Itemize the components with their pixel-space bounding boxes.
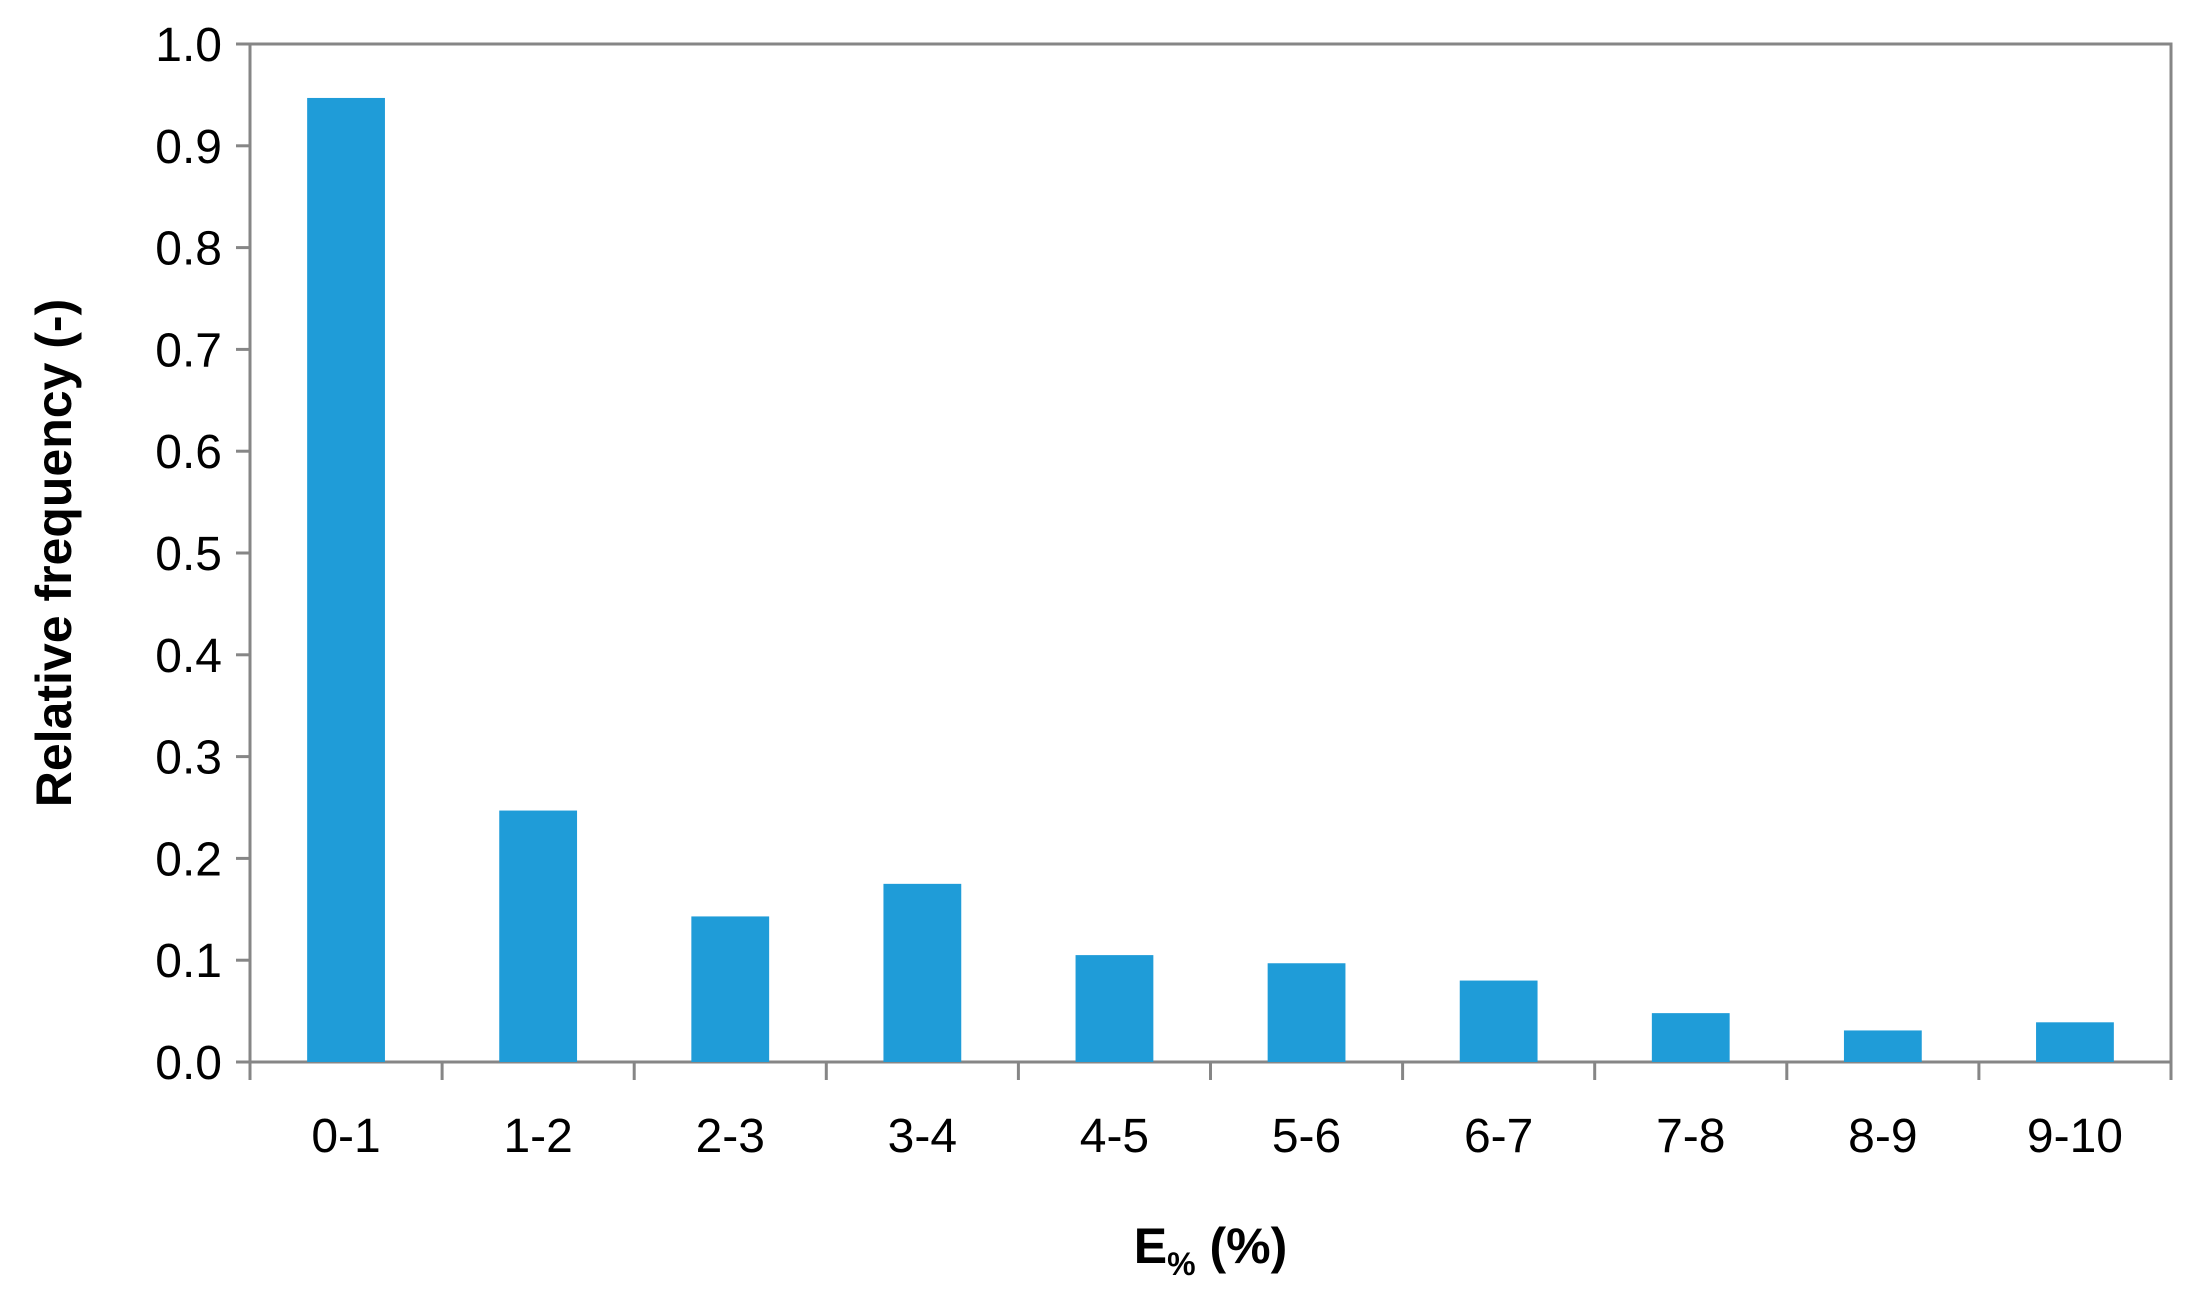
x-tick-label: 6-7 xyxy=(1464,1110,1533,1163)
x-axis-title-unit: (%) xyxy=(1196,1218,1288,1274)
bar-6-7 xyxy=(1459,980,1538,1062)
bar-0-1 xyxy=(307,97,385,1063)
y-tick-label: 0.8 xyxy=(155,223,222,276)
bar-8-9 xyxy=(1843,1030,1922,1062)
x-axis-tick-labels: 0-1 1-2 2-3 3-4 4-5 5-6 6-7 7-8 8-9 9-10 xyxy=(311,1110,2123,1163)
x-tick-label: 2-3 xyxy=(696,1110,765,1163)
y-tick-label: 0.3 xyxy=(155,732,222,785)
y-axis-tick-labels: 0.0 0.1 0.2 0.3 0.4 0.5 0.6 0.7 0.8 0.9 1.0 xyxy=(155,19,222,1090)
y-tick-label: 0.9 xyxy=(155,121,222,174)
x-axis-title-subscript: % xyxy=(1167,1246,1195,1282)
y-tick-label: 0.1 xyxy=(155,935,222,988)
x-tick-label: 7-8 xyxy=(1656,1110,1725,1163)
y-axis-title: Relative frequency (-) xyxy=(26,299,82,807)
bar-1-2 xyxy=(499,810,578,1062)
bar-9-10 xyxy=(2036,1022,2114,1062)
x-axis-title: E% (%) xyxy=(1134,1218,1287,1282)
y-tick-label: 0.7 xyxy=(155,324,222,377)
bar-4-5 xyxy=(1075,955,1154,1062)
y-tick-label: 0.2 xyxy=(155,833,222,886)
x-tick-label: 4-5 xyxy=(1080,1110,1149,1163)
y-axis-ticks xyxy=(236,42,250,1064)
y-tick-label: 0.4 xyxy=(155,630,222,683)
x-tick-label: 8-9 xyxy=(1848,1110,1917,1163)
x-tick-label: 9-10 xyxy=(2027,1110,2123,1163)
bar-7-8 xyxy=(1651,1013,1730,1062)
x-axis-ticks xyxy=(248,1062,2173,1080)
bar-series xyxy=(307,97,2114,1063)
bar-5-6 xyxy=(1267,963,1346,1062)
y-tick-label: 0.5 xyxy=(155,528,222,581)
bar-2-3 xyxy=(691,916,770,1062)
bar-3-4 xyxy=(883,883,962,1062)
x-axis-title-main: E xyxy=(1134,1218,1167,1274)
x-tick-label: 3-4 xyxy=(888,1110,957,1163)
y-tick-label: 1.0 xyxy=(155,19,222,72)
y-tick-label: 0.0 xyxy=(155,1037,222,1090)
x-tick-label: 1-2 xyxy=(503,1110,572,1163)
x-tick-label: 0-1 xyxy=(311,1110,380,1163)
x-tick-label: 5-6 xyxy=(1272,1110,1341,1163)
y-tick-label: 0.6 xyxy=(155,426,222,479)
